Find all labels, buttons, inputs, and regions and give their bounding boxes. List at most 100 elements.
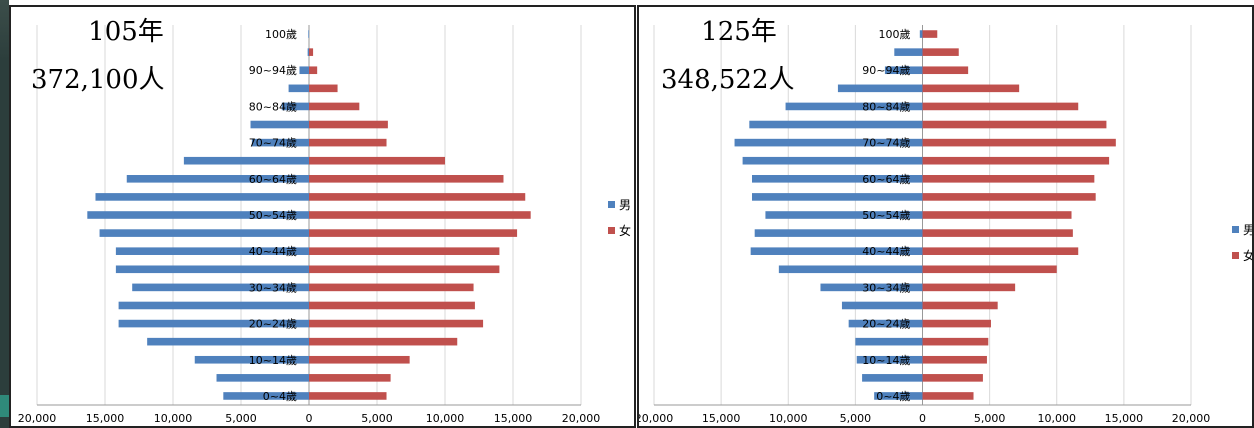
x-tick-label: 15,000 [1105, 412, 1144, 425]
population-pyramid-105: 20,000 15,000 10,000 5,000 0 5,000 10,000 15,00… [18, 25, 631, 425]
bar-male [132, 283, 309, 292]
bar-male [841, 301, 923, 310]
bar-female [922, 355, 987, 364]
bar-female [309, 138, 387, 147]
legend-label: 女 [619, 223, 631, 238]
bar-male [118, 301, 309, 310]
bar-female [309, 229, 518, 237]
bar-female [922, 211, 1072, 219]
y-tick-label: 80~84歲 [249, 99, 297, 113]
x-tick-label: 5,000 [225, 412, 257, 425]
bar-male [288, 84, 309, 93]
chart-panel-105: 20,000 15,000 10,000 5,000 0 5,000 10,000 15,00… [9, 5, 636, 428]
chart-panel-125: 20,000 15,000 10,000 5,000 0 5,000 10,000 15,00… [637, 5, 1254, 428]
bar-female [309, 319, 484, 328]
x-tick-label: 0 [306, 412, 313, 425]
slide-left-bar [0, 0, 9, 428]
y-tick-label: 100歲 [879, 27, 911, 41]
x-tick-label: 10,000 [426, 412, 465, 425]
bar-female [309, 48, 314, 56]
bar-female [309, 66, 318, 75]
legend-swatch [1232, 252, 1239, 259]
bar-female [309, 392, 387, 400]
x-tick-label: 5,000 [361, 412, 393, 425]
bar-female [922, 84, 1020, 93]
bar-female [922, 138, 1116, 147]
x-tick-label: 20,000 [639, 412, 673, 425]
legend-swatch [608, 227, 615, 234]
population-pyramid-125: 20,000 15,000 10,000 5,000 0 5,000 10,000 15,00… [639, 25, 1254, 425]
bar-female [922, 301, 998, 310]
x-tick-label: 5,000 [974, 412, 1006, 425]
bar-female [922, 193, 1096, 201]
bar-male [307, 48, 309, 56]
bar-female [922, 156, 1110, 165]
y-tick-label: 90~94歲 [249, 63, 297, 77]
bar-female [309, 84, 338, 93]
y-tick-label: 0~4歲 [876, 389, 910, 403]
x-tick-label: 20,000 [1172, 412, 1211, 425]
y-tick-label: 70~74歲 [862, 136, 910, 150]
y-tick-label: 50~54歲 [862, 208, 910, 222]
y-tick-label: 10~14歲 [862, 353, 910, 367]
bar-male [299, 66, 309, 75]
x-tick-label: 10,000 [769, 412, 808, 425]
y-tick-label: 90~94歲 [862, 63, 910, 77]
bar-female [309, 337, 458, 346]
y-tick-label: 60~64歲 [862, 172, 910, 186]
bar-female [922, 283, 1016, 292]
bar-female [309, 120, 388, 129]
bar-male [837, 84, 923, 93]
x-tick-label: 15,000 [86, 412, 125, 425]
bar-female [309, 265, 500, 274]
bar-male [250, 120, 309, 129]
bar-female [922, 48, 959, 56]
bar-male [281, 102, 309, 111]
bar-female [922, 265, 1057, 274]
y-tick-label: 0~4歲 [263, 389, 297, 403]
bar-female [922, 30, 938, 38]
slide-left-bar-top [0, 0, 9, 60]
bar-male [856, 355, 923, 364]
x-tick-label: 10,000 [154, 412, 193, 425]
bar-male [874, 392, 923, 400]
y-tick-label: 80~84歲 [862, 99, 910, 113]
chart-title-125: 125年 [701, 17, 777, 47]
bar-male [894, 48, 923, 56]
bar-male [251, 138, 309, 147]
legend-swatch [608, 201, 615, 208]
bar-female [309, 247, 500, 255]
y-tick-label: 30~34歲 [862, 280, 910, 294]
x-tick-label: 20,000 [18, 412, 57, 425]
x-tick-label: 15,000 [702, 412, 741, 425]
bar-female [922, 66, 969, 75]
bar-female [922, 247, 1079, 255]
bar-male [223, 392, 309, 400]
x-tick-label: 5,000 [840, 412, 872, 425]
bar-female [922, 102, 1079, 111]
bar-male [785, 102, 923, 111]
x-tick-label: 10,000 [1038, 412, 1077, 425]
bar-male [147, 337, 309, 346]
bar-male [183, 156, 309, 165]
bar-female [309, 102, 360, 111]
bar-male [778, 265, 923, 274]
bar-female [309, 374, 391, 382]
bar-male [118, 319, 309, 328]
bar-female [922, 319, 991, 328]
bar-male [126, 175, 309, 183]
bar-female [922, 374, 983, 382]
y-tick-label: 70~74歲 [249, 136, 297, 150]
bar-female [922, 120, 1107, 129]
x-tick-label: 0 [919, 412, 926, 425]
bar-male [848, 319, 923, 328]
bar-male [884, 66, 923, 75]
bar-female [309, 175, 504, 183]
bar-female [922, 337, 989, 346]
legend-label: 男 [1243, 223, 1254, 237]
bar-male [919, 30, 923, 38]
bar-female [309, 211, 531, 219]
bar-male [862, 374, 923, 382]
bar-male [308, 30, 309, 38]
bar-female [309, 156, 445, 165]
